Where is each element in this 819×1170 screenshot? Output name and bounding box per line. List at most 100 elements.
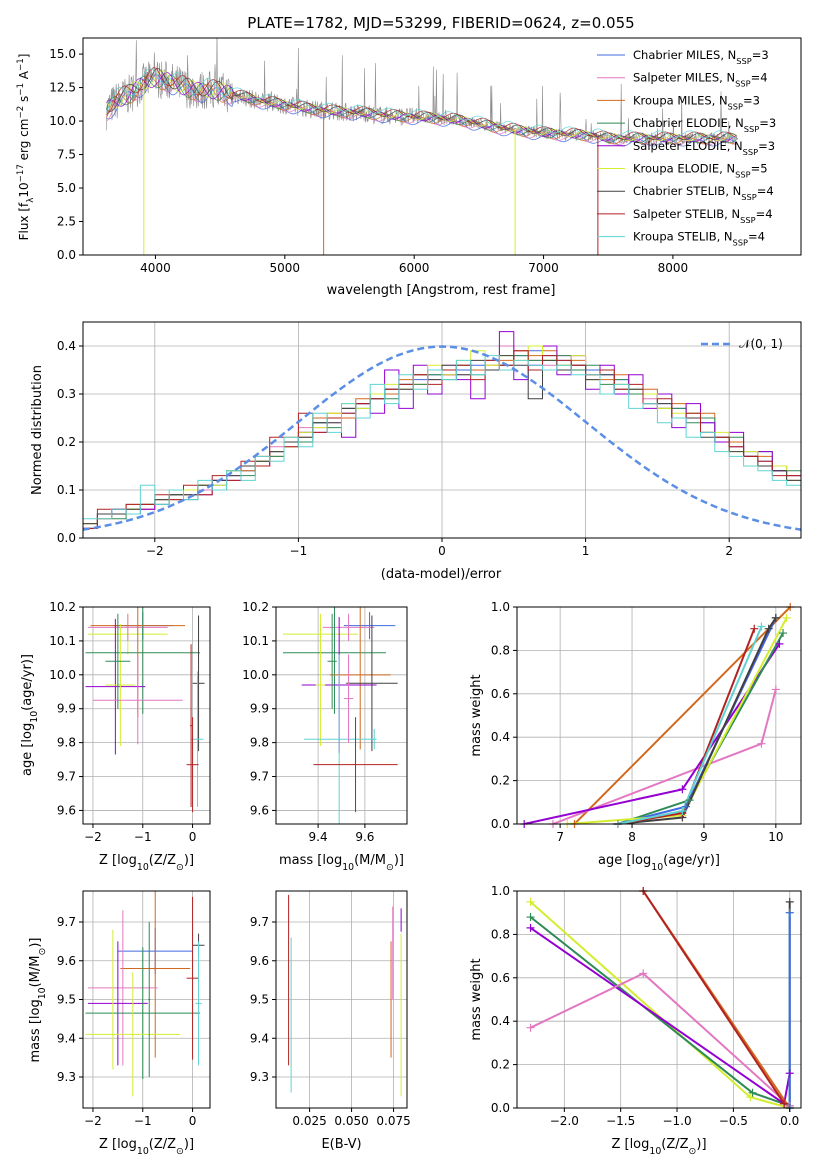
spectrum-xtick-label: 6000 [399, 261, 430, 275]
legend-label-part: SSP [740, 215, 755, 225]
age_vs_Z-ytick-label: 10.0 [49, 668, 76, 682]
mass_vs_Z-xtick-label: −2 [84, 1114, 102, 1128]
mass-weight-marker [750, 624, 759, 633]
weight_vs_age-xtick-label: 10 [768, 830, 783, 844]
age_vs_mass-xtick-label: 9.4 [309, 830, 328, 844]
residuals-ytick-label: 0.3 [57, 387, 76, 401]
weight_vs_age-ytick-label: 0.6 [491, 687, 510, 701]
mass_vs_ebv-ytick-label: 9.4 [250, 1031, 269, 1045]
spectrum-xtick-label: 4000 [140, 261, 171, 275]
age_vs_Z-xlabel-part: 10 [137, 862, 149, 873]
spectrum-ylabel-part: s [17, 96, 31, 106]
age_vs_Z-xlabel-part: ⊙ [176, 862, 184, 873]
legend-label-part: =3 [743, 93, 760, 107]
weight_vs_Z-xlabel: Z [log10(Z/Z⊙)] [611, 1137, 706, 1157]
mass-weight-line [617, 617, 777, 824]
legend-label-part: =3 [752, 48, 769, 62]
age_vs_mass-xlabel-part: 10 [342, 862, 354, 873]
residuals-xtick-label: 1 [582, 544, 590, 558]
age_vs_Z-ytick-label: 10.1 [49, 634, 76, 648]
mass_vs_Z-xtick-label: 0 [189, 1114, 197, 1128]
mass_vs_Z-xlabel-part: Z [log [99, 1137, 137, 1152]
weight_vs_age-frame [516, 606, 802, 825]
age_vs_Z-ylabel-part: (age/yr)] [20, 654, 35, 711]
model-spectrum-line [106, 70, 737, 142]
spectrum-ylabel-part: 10 [17, 182, 31, 197]
mass_vs_ebv-ytick-label: 9.6 [250, 954, 269, 968]
weight_vs_Z-ytick-label: 0.4 [491, 1014, 510, 1028]
weight_vs_age-ylabel: mass weight [469, 674, 484, 756]
weight_vs_age-xtick-label: 7 [556, 830, 564, 844]
mass-weight-marker [678, 806, 687, 815]
spectrum-ytick-label: 15.0 [49, 47, 76, 61]
legend-label-part: SSP [733, 238, 748, 248]
residuals-ytick-label: 0.2 [57, 435, 76, 449]
mass_vs_Z-xlabel: Z [log10(Z/Z⊙)] [99, 1137, 194, 1157]
spectrum-ylabel-part: Flux [f [17, 202, 31, 240]
legend-label: Kroupa MILES, NSSP=3 [633, 93, 760, 111]
mass-weight-marker [746, 1093, 755, 1102]
mass-weight-line [642, 891, 785, 1105]
legend-label: Chabrier ELODIE, NSSP=3 [633, 116, 776, 134]
mass-weight-marker [639, 969, 648, 978]
residuals-ytick-label: 0.0 [57, 531, 76, 545]
age_vs_Z-xlabel-part: Z [log [99, 853, 137, 868]
weight_vs_Z-xtick-label: −1.5 [606, 1114, 635, 1128]
spectrum-ylabel-part: −1 [16, 58, 26, 71]
legend-label-part: =3 [759, 116, 776, 130]
legend-label-part: SSP [736, 56, 751, 66]
age_vs_mass-ytick-label: 9.9 [250, 702, 269, 716]
spectrum-xlabel: wavelength [Angstrom, rest frame] [327, 283, 556, 298]
age_vs_Z-ytick-label: 9.7 [57, 770, 76, 784]
weight_vs_age-ytick-label: 0.8 [491, 643, 510, 657]
mass-weight-marker [757, 739, 766, 748]
residuals-xtick-label: 2 [725, 544, 733, 558]
residuals-ylabel: Normed distribution [30, 365, 45, 495]
mass_vs_Z-ylabel-part: )] [28, 938, 43, 948]
legend-label-part: =3 [758, 139, 775, 153]
weight_vs_Z-ytick-label: 0.8 [491, 927, 510, 941]
mass-weight-marker [785, 1069, 794, 1078]
mass-weight-marker [526, 897, 535, 906]
spectrum-ylabel-part: erg cm [17, 119, 31, 165]
spectrum-ylabel: Flux [fλ10−17 erg cm−2 s−1 A−1] [16, 54, 36, 241]
normal-legend-label: 𝒩(0, 1) [739, 337, 783, 351]
age_vs_mass-ytick-label: 9.6 [250, 803, 269, 817]
residuals-plot-area [83, 331, 801, 538]
residuals-xtick-label: −2 [146, 544, 164, 558]
mass_vs_Z-ytick-label: 9.5 [57, 993, 76, 1007]
mass_vs_Z-ytick-label: 9.6 [57, 954, 76, 968]
residuals-xtick-label: −1 [290, 544, 308, 558]
mass_vs_Z-ytick-label: 9.3 [57, 1070, 76, 1084]
mass_vs_Z-xtick-label: −1 [134, 1114, 152, 1128]
spectrum-ylabel-part: −17 [16, 164, 26, 182]
age_vs_mass-xlabel: mass [log10(M/M⊙)] [279, 853, 404, 873]
weight_vs_Z-xlabel-part: ⊙ [689, 1146, 697, 1157]
age_vs_mass-ytick-label: 10.0 [242, 668, 269, 682]
weight_vs_Z-ytick-label: 0.2 [491, 1058, 510, 1072]
mass_vs_Z-ylabel-part: 10 [37, 987, 48, 999]
legend-label-part: =4 [748, 230, 765, 244]
legend-label-part: Kroupa STELIB, N [633, 230, 733, 244]
mass-weight-marker [782, 613, 791, 622]
legend-label-part: Chabrier ELODIE, N [633, 116, 744, 130]
legend-label-part: Salpeter MILES, N [633, 71, 735, 85]
age_vs_Z-xtick-label: 0 [189, 830, 197, 844]
mass_vs_ebv-ytick-label: 9.3 [250, 1070, 269, 1084]
spectrum-ytick-label: 12.5 [49, 81, 76, 95]
mass-weight-marker [685, 796, 694, 805]
age_vs_Z-xlabel-part: (Z/Z [149, 853, 176, 868]
spectrum-ytick-label: 0.0 [57, 248, 76, 262]
mass_vs_Z-xlabel-part: )] [184, 1137, 194, 1152]
legend-label: Kroupa ELODIE, NSSP=5 [633, 162, 768, 180]
legend-label-part: Kroupa MILES, N [633, 93, 728, 107]
age_vs_mass-xtick-label: 9.6 [355, 830, 374, 844]
legend-label-part: SSP [735, 79, 750, 89]
weight_vs_Z-xlabel-part: Z [log [611, 1137, 649, 1152]
weight_vs_age-xlabel-part: age [log [598, 853, 651, 868]
mass-weight-marker [771, 685, 780, 694]
legend-label-part: SSP [735, 170, 750, 180]
residuals-xtick-label: 0 [438, 544, 446, 558]
